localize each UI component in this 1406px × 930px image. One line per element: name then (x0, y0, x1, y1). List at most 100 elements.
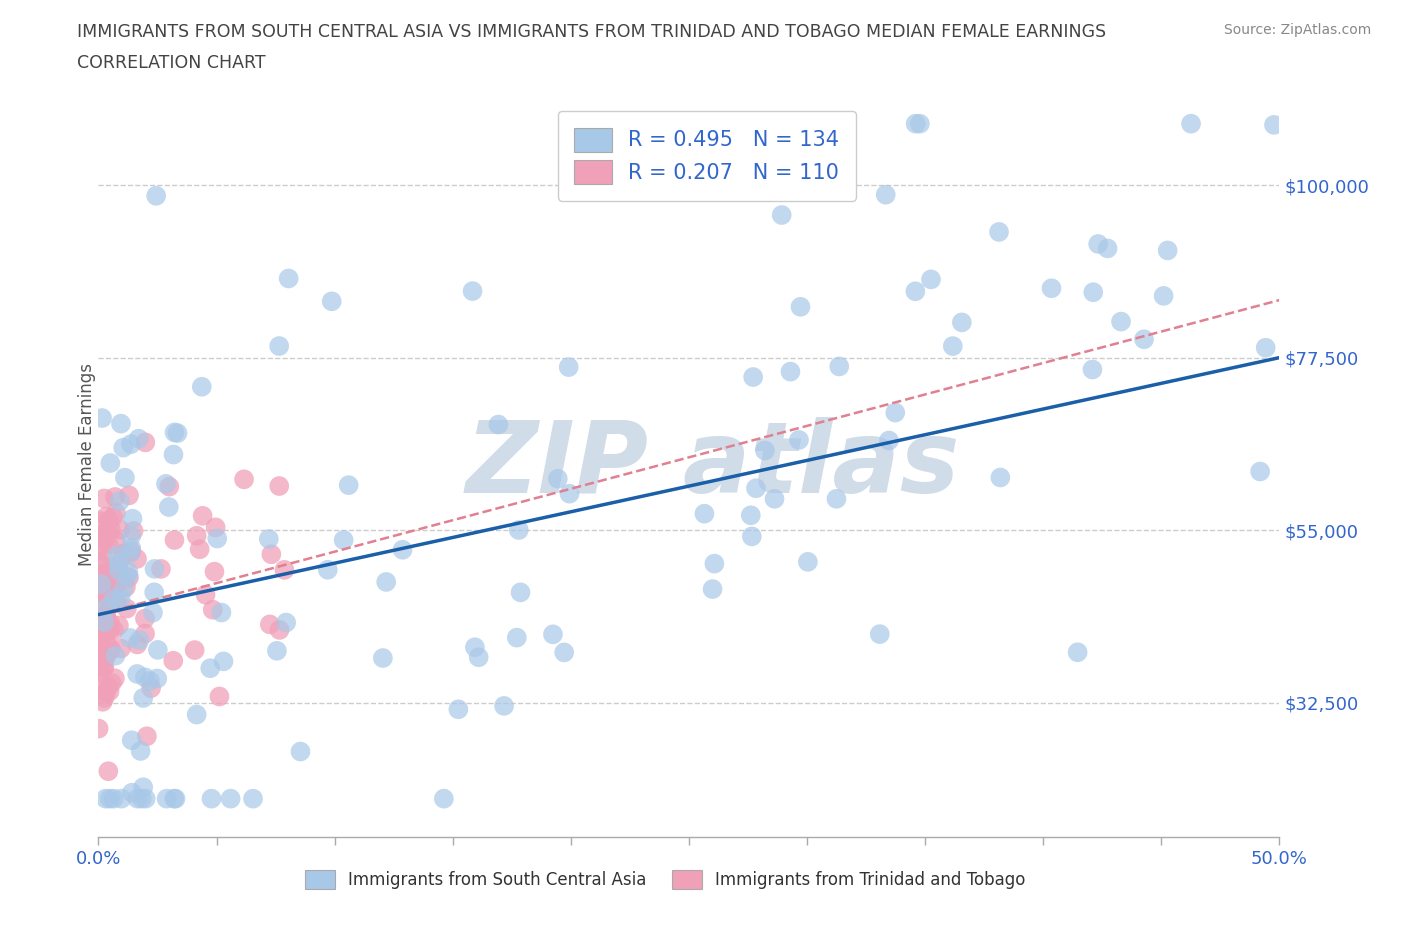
Point (121, 785, 143, 800)
Point (321, 294, 343, 309)
Point (149, 562, 172, 577)
Point (105, 595, 128, 610)
Point (96, 509, 118, 524)
Point (121, 512, 143, 526)
Point (875, 187, 897, 202)
Point (89, 620, 111, 635)
Point (120, 437, 142, 452)
Point (118, 488, 141, 503)
Point (87, 539, 110, 554)
Point (93, 660, 115, 675)
Point (94, 634, 117, 649)
Point (135, 729, 157, 744)
Point (89, 649, 111, 664)
Point (242, 791, 264, 806)
Point (110, 641, 132, 656)
Point (277, 271, 299, 286)
Point (89, 528, 111, 543)
Point (131, 791, 153, 806)
Point (1087, 236, 1109, 251)
Point (146, 671, 169, 686)
Point (103, 791, 125, 806)
Point (371, 651, 394, 666)
Point (107, 548, 129, 563)
Point (98, 644, 121, 658)
Point (770, 207, 793, 222)
Point (787, 432, 810, 447)
Point (89, 613, 111, 628)
Point (337, 478, 360, 493)
Point (1083, 285, 1105, 299)
Point (204, 520, 226, 535)
Point (90, 665, 112, 680)
Point (110, 417, 132, 432)
Point (740, 508, 762, 523)
Point (908, 116, 931, 131)
Point (557, 360, 579, 375)
Point (988, 470, 1011, 485)
Point (94, 791, 117, 806)
Point (127, 667, 149, 682)
Point (433, 791, 456, 806)
Point (91, 410, 114, 425)
Point (112, 440, 135, 455)
Point (98, 456, 121, 471)
Point (94, 587, 117, 602)
Point (183, 643, 205, 658)
Point (98, 791, 121, 806)
Point (128, 632, 150, 647)
Point (98, 616, 121, 631)
Point (146, 643, 169, 658)
Point (94, 685, 117, 700)
Point (191, 379, 214, 394)
Point (877, 433, 900, 448)
Point (101, 591, 124, 605)
Point (107, 556, 129, 571)
Point (91, 640, 114, 655)
Point (107, 562, 129, 577)
Point (1180, 116, 1202, 131)
Point (89, 556, 111, 571)
Point (89, 632, 111, 647)
Point (122, 524, 145, 538)
Text: ZIP atlas: ZIP atlas (465, 417, 960, 513)
Point (103, 591, 125, 606)
Point (112, 546, 135, 561)
Point (134, 435, 156, 450)
Point (93, 653, 115, 668)
Point (869, 627, 891, 642)
Point (1263, 117, 1285, 132)
Point (825, 491, 848, 506)
Point (884, 405, 907, 420)
Point (139, 673, 162, 688)
Point (541, 627, 564, 642)
Point (94, 578, 117, 593)
Point (447, 702, 470, 717)
Point (100, 675, 122, 690)
Point (93, 650, 115, 665)
Point (166, 426, 188, 441)
Point (90, 577, 112, 591)
Point (145, 189, 167, 204)
Point (107, 559, 129, 574)
Point (269, 339, 291, 353)
Point (257, 532, 280, 547)
Point (134, 611, 156, 626)
Point (693, 506, 716, 521)
Point (233, 472, 256, 486)
Point (110, 523, 132, 538)
Point (101, 510, 124, 525)
Point (108, 618, 131, 633)
Y-axis label: Median Female Earnings: Median Female Earnings (79, 364, 96, 566)
Point (186, 528, 208, 543)
Point (129, 743, 152, 758)
Point (1249, 464, 1271, 479)
Point (120, 631, 142, 645)
Point (134, 670, 156, 684)
Point (96, 574, 118, 589)
Point (89, 630, 111, 644)
Point (332, 533, 354, 548)
Point (467, 650, 489, 665)
Point (125, 551, 148, 566)
Point (194, 587, 217, 602)
